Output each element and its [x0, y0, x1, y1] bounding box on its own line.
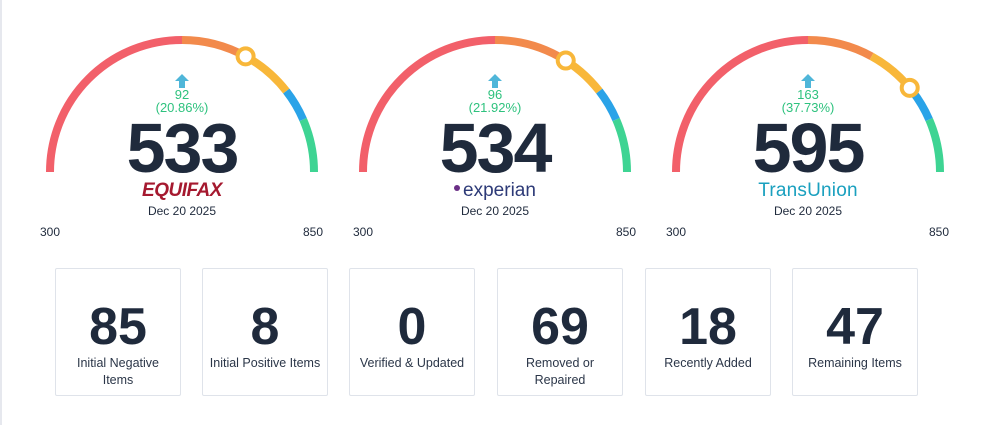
stat-card-verified-updated[interactable]: 0 Verified & Updated	[349, 268, 475, 396]
score-change-percent: (20.86%)	[155, 100, 209, 115]
stat-label: Initial Positive Items	[209, 356, 321, 370]
stat-label: Initial Negative Items	[77, 356, 159, 387]
score-change-value: 96	[487, 87, 503, 102]
score-date: Dec 20 2025	[460, 204, 530, 218]
arrow-up-icon	[488, 74, 502, 88]
stat-card-initial-negative[interactable]: 85 Initial Negative Items	[55, 268, 181, 396]
gauge-segment	[807, 36, 874, 60]
left-border	[0, 0, 2, 425]
gauge-arc-equifax	[46, 36, 318, 173]
stat-card-remaining[interactable]: 47 Remaining Items	[792, 268, 918, 396]
gauge-segment	[46, 36, 183, 173]
arrow-up-icon	[801, 74, 815, 88]
needle-marker-icon	[235, 46, 256, 67]
scale-max: 850	[303, 225, 324, 239]
gauge-segment	[299, 117, 318, 173]
gauge-segment	[283, 88, 307, 122]
scale-max: 850	[929, 225, 950, 239]
gauge-arc-transunion	[672, 36, 944, 173]
credit-score: 533	[126, 109, 240, 187]
stat-label: Verified & Updated	[359, 356, 465, 370]
credit-score: 595	[752, 109, 866, 187]
stat-value: 69	[531, 298, 589, 356]
stat-value: 47	[826, 298, 884, 356]
bureau-logo-equifax: EQUIFAX	[142, 180, 222, 201]
item-stats: 85 Initial Negative Items 8 Initial Posi…	[0, 268, 990, 400]
gauge-experian: 96 (21.92%) 534 experian Dec 20 2025 300…	[345, 0, 645, 250]
gauge-segment	[672, 36, 809, 173]
needle-marker-icon	[555, 50, 576, 71]
gauge-segment	[359, 36, 496, 173]
score-change-value: 163	[797, 87, 819, 102]
stat-card-removed-repaired[interactable]: 69 Removed or Repaired	[497, 268, 623, 396]
stat-card-initial-positive[interactable]: 8 Initial Positive Items	[202, 268, 328, 396]
score-date: Dec 20 2025	[147, 204, 217, 218]
stat-value: 85	[89, 298, 147, 356]
stat-label: Removed or Repaired	[525, 356, 595, 387]
scale-min: 300	[40, 225, 61, 239]
gauge-segment	[596, 88, 620, 122]
needle-marker-icon	[899, 77, 920, 98]
stat-card-recently-added[interactable]: 18 Recently Added	[645, 268, 771, 396]
stat-value: 18	[679, 298, 737, 356]
gauge-arc-experian	[359, 36, 631, 173]
score-date: Dec 20 2025	[773, 204, 843, 218]
stat-value: 0	[397, 298, 427, 356]
score-change-percent: (21.92%)	[468, 100, 522, 115]
stat-label: Recently Added	[664, 356, 752, 370]
stat-value: 8	[250, 298, 280, 356]
score-change-percent: (37.73%)	[781, 100, 835, 115]
score-change-value: 92	[174, 87, 190, 102]
gauge-equifax: 92 (20.86%) 533 EQUIFAX Dec 20 2025 300 …	[32, 0, 332, 250]
experian-dot-icon	[454, 185, 461, 191]
scale-min: 300	[666, 225, 687, 239]
gauge-segment	[494, 36, 561, 60]
scale-max: 850	[616, 225, 637, 239]
gauge-transunion: 163 (37.73%) 595 TransUnion Dec 20 2025 …	[658, 0, 958, 250]
gauge-segment	[925, 117, 944, 173]
score-gauges: 92 (20.86%) 533 EQUIFAX Dec 20 2025 300 …	[32, 0, 958, 250]
scale-min: 300	[353, 225, 374, 239]
bureau-logo-experian: experian	[345, 181, 645, 202]
gauge-segment	[612, 117, 631, 173]
stat-label: Remaining Items	[808, 356, 902, 370]
arrow-up-icon	[175, 74, 189, 88]
bureau-logo-transunion: TransUnion	[758, 180, 858, 201]
credit-score: 534	[439, 109, 553, 187]
